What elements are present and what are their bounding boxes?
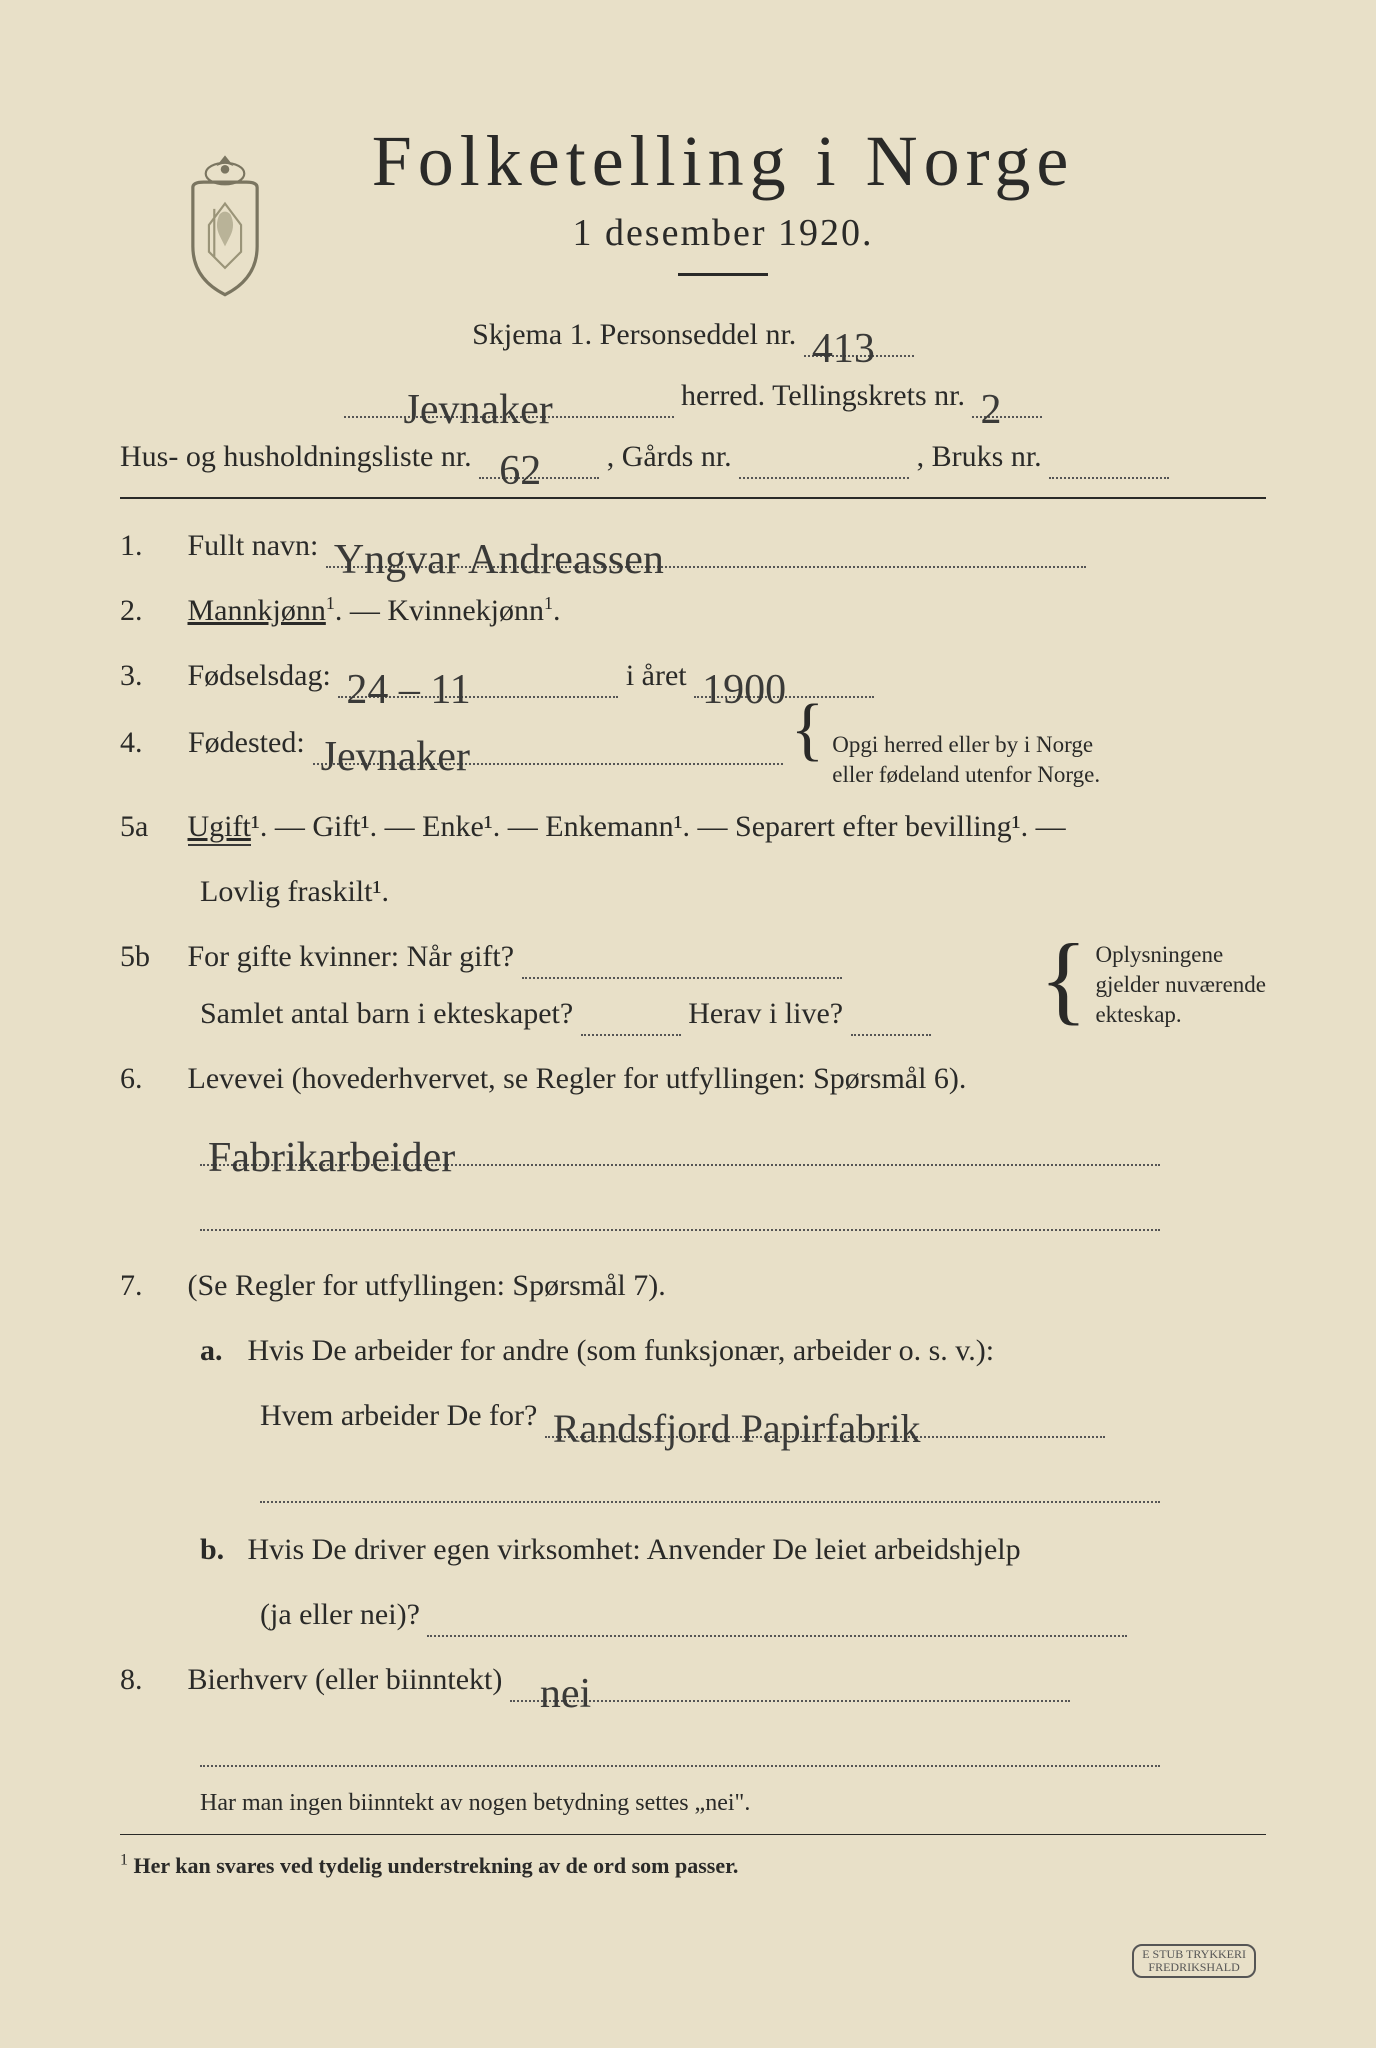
- herred-suffix: herred. Tellingskrets nr.: [681, 379, 965, 412]
- q7a-l2: Hvem arbeider De for?: [260, 1399, 537, 1432]
- q7b-num: b.: [200, 1521, 240, 1578]
- q5b-l2a: Samlet antal barn i ekteskapet?: [200, 997, 573, 1030]
- q6-blank-row: [120, 1180, 1266, 1237]
- printer-stamp: E STUB TRYKKERI FREDRIKSHALD: [1132, 1944, 1256, 1978]
- bruks-label: , Bruks nr.: [917, 440, 1042, 473]
- q8-label: Bierhverv (eller biinntekt): [188, 1663, 503, 1696]
- q7b-l2: (ja eller nei)?: [260, 1598, 420, 1631]
- q2-row: 2. Mannkjønn1. — Kvinnekjønn1.: [120, 582, 1266, 639]
- q4-row: 4. Fødested: Jevnaker { Opgi herred elle…: [120, 712, 1266, 790]
- hus-nr: 62: [499, 432, 541, 489]
- q7a-value: Randsfjord Papirfabrik: [553, 1391, 921, 1448]
- q4-num: 4.: [120, 714, 180, 771]
- q7b-row2: (ja eller nei)?: [120, 1586, 1266, 1643]
- q8-value: nei: [540, 1655, 591, 1712]
- q4-label: Fødested:: [188, 714, 305, 771]
- title-rule: [678, 273, 768, 276]
- herred-value: Jevnaker: [404, 371, 553, 428]
- q4-note: Opgi herred eller by i Norge eller fødel…: [832, 730, 1100, 790]
- q3-label: Fødselsdag:: [188, 659, 331, 692]
- header-line-2: Jevnaker herred. Tellingskrets nr. 2: [120, 367, 1266, 424]
- q6-num: 6.: [120, 1050, 180, 1107]
- personseddel-nr: 413: [812, 310, 875, 367]
- q2-kvinne: Kvinnekjønn: [387, 594, 544, 627]
- q6-value: Fabrikarbeider: [208, 1119, 455, 1176]
- q1-num: 1.: [120, 517, 180, 574]
- q5b-note: Oplysningene gjelder nuværende ekteskap.: [1095, 940, 1266, 1030]
- divider-thin: [120, 1834, 1266, 1835]
- q3-row: 3. Fødselsdag: 24 – 11 i året 1900: [120, 647, 1266, 704]
- q7a-row2: Hvem arbeider De for? Randsfjord Papirfa…: [120, 1387, 1266, 1444]
- q7b-l1: Hvis De driver egen virksomhet: Anvender…: [248, 1533, 1021, 1566]
- footnote: 1 Her kan svares ved tydelig understrekn…: [120, 1845, 1266, 1887]
- q5a-selected: Ugift: [188, 810, 251, 846]
- q5b-l2b: Herav i live?: [688, 997, 843, 1030]
- q1-value: Yngvar Andreassen: [334, 521, 664, 578]
- footer-note: Har man ingen biinntekt av nogen betydni…: [120, 1781, 1266, 1827]
- coat-of-arms-icon: [170, 150, 280, 300]
- q7-row: 7. (Se Regler for utfyllingen: Spørsmål …: [120, 1257, 1266, 1314]
- q7a-num: a.: [200, 1322, 240, 1379]
- q2-num: 2.: [120, 582, 180, 639]
- q3-num: 3.: [120, 647, 180, 704]
- q6-label: Levevei (hovederhvervet, se Regler for u…: [188, 1062, 967, 1095]
- q5b-num: 5b: [120, 928, 180, 985]
- brace-icon: {: [791, 712, 825, 747]
- q7-label: (Se Regler for utfyllingen: Spørsmål 7).: [188, 1269, 666, 1302]
- subtitle: 1 desember 1920.: [180, 211, 1266, 255]
- divider: [120, 497, 1266, 499]
- hus-label: Hus- og husholdningsliste nr.: [120, 440, 472, 473]
- q1-label: Fullt navn:: [188, 529, 319, 562]
- gards-label: , Gårds nr.: [607, 440, 732, 473]
- q6-value-row: Fabrikarbeider: [120, 1115, 1266, 1172]
- q3-day: 24 – 11: [346, 651, 470, 708]
- q7a-row: a. Hvis De arbeider for andre (som funks…: [120, 1322, 1266, 1379]
- q5b-l1: For gifte kvinner: Når gift?: [188, 940, 515, 973]
- main-title: Folketelling i Norge: [180, 120, 1266, 203]
- q5a-row2: Lovlig fraskilt¹.: [120, 863, 1266, 920]
- q7a-l1: Hvis De arbeider for andre (som funksjon…: [248, 1334, 995, 1367]
- q8-row: 8. Bierhverv (eller biinntekt) nei: [120, 1651, 1266, 1708]
- q3-year: 1900: [702, 651, 786, 708]
- form-body: Skjema 1. Personseddel nr. 413 Jevnaker …: [120, 306, 1266, 1887]
- q8-num: 8.: [120, 1651, 180, 1708]
- title-block: Folketelling i Norge 1 desember 1920.: [180, 120, 1266, 276]
- q2-mann: Mannkjønn: [188, 594, 326, 627]
- q1-row: 1. Fullt navn: Yngvar Andreassen: [120, 517, 1266, 574]
- census-form-page: Folketelling i Norge 1 desember 1920. Sk…: [0, 0, 1376, 2048]
- header-line-3: Hus- og husholdningsliste nr. 62 , Gårds…: [120, 428, 1266, 485]
- header-line-1: Skjema 1. Personseddel nr. 413: [120, 306, 1266, 363]
- q7b-row: b. Hvis De driver egen virksomhet: Anven…: [120, 1521, 1266, 1578]
- skjema-label: Skjema 1. Personseddel nr.: [472, 318, 796, 351]
- tellingskrets-nr: 2: [980, 371, 1001, 428]
- q5b-row: 5b For gifte kvinner: Når gift? Samlet a…: [120, 928, 1266, 1042]
- q7a-blank: [120, 1452, 1266, 1509]
- q3-mid: i året: [626, 659, 687, 692]
- brace-icon: {: [1039, 954, 1087, 1004]
- q4-value: Jevnaker: [321, 718, 470, 775]
- q6-row: 6. Levevei (hovederhvervet, se Regler fo…: [120, 1050, 1266, 1107]
- q8-blank: [120, 1716, 1266, 1773]
- q5a-row: 5a Ugift¹. — Gift¹. — Enke¹. — Enkemann¹…: [120, 798, 1266, 855]
- q5a-num: 5a: [120, 798, 180, 855]
- q7-num: 7.: [120, 1257, 180, 1314]
